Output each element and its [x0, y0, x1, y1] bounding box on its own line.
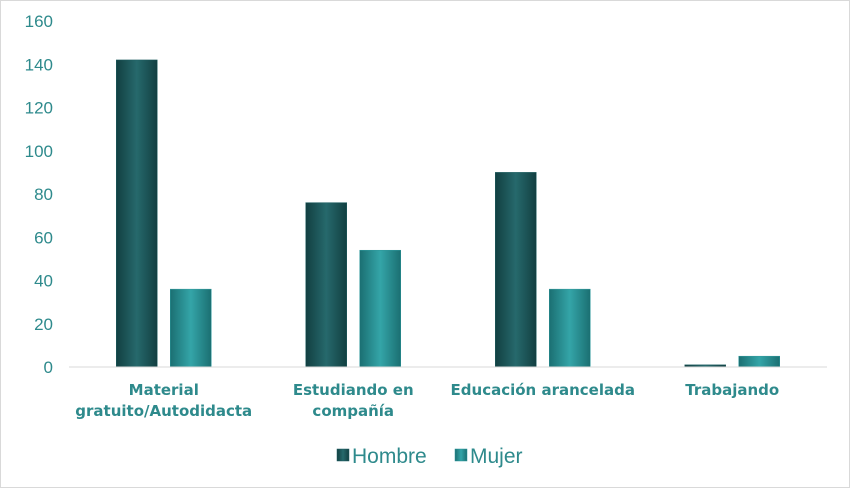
bar-hombre-1 — [305, 202, 347, 368]
legend-label-mujer: Mujer — [470, 445, 523, 468]
bar-hombre-0 — [116, 59, 158, 368]
bar-mujer-0 — [170, 288, 212, 368]
y-tick-label: 60 — [34, 228, 53, 247]
x-category-label-line: Educación arancelada — [451, 381, 635, 399]
bar-hombre-2 — [495, 172, 537, 368]
y-tick-label: 80 — [34, 185, 53, 204]
y-tick-label: 20 — [34, 315, 53, 334]
legend: Hombre Mujer — [336, 445, 523, 468]
bar-mujer-3 — [738, 355, 780, 368]
x-category-label-line: Estudiando en — [293, 381, 414, 399]
x-category-label-line: Trabajando — [685, 381, 779, 399]
x-axis: Material gratuito/Autodidacta Estudiando e… — [75, 381, 779, 420]
y-tick-label: 140 — [25, 55, 53, 74]
bar-mujer-2 — [549, 288, 591, 368]
x-category-label-line: compañía — [312, 402, 394, 420]
y-tick-label: 40 — [34, 272, 53, 291]
y-tick-label: 0 — [44, 358, 53, 377]
y-tick-label: 120 — [25, 99, 53, 118]
bars — [116, 59, 780, 368]
bar-mujer-1 — [359, 249, 401, 368]
y-tick-label: 100 — [25, 142, 53, 161]
x-category-label: Material gratuito/Autodidacta — [75, 381, 252, 420]
x-category-label: Trabajando — [685, 381, 779, 399]
y-tick-label: 160 — [25, 12, 53, 31]
legend-swatch-mujer — [454, 448, 468, 462]
x-category-label: Educación arancelada — [451, 381, 635, 399]
legend-swatch-hombre — [336, 448, 350, 462]
x-category-label: Estudiando en compañía — [293, 381, 414, 420]
y-axis: 0 20 40 60 80 100 120 140 160 — [25, 12, 53, 377]
x-category-label-line: gratuito/Autodidacta — [75, 402, 252, 420]
x-category-label-line: Material — [129, 381, 199, 399]
legend-label-hombre: Hombre — [352, 445, 427, 468]
